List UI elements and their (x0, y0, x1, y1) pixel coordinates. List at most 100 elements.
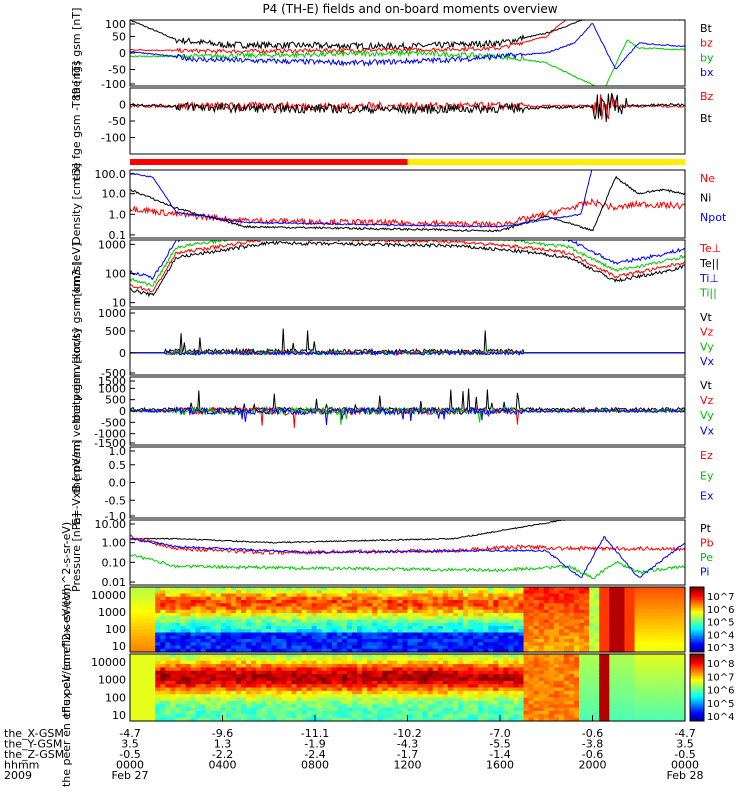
spectrogram-cell (301, 670, 308, 675)
colorbar-cell (690, 684, 704, 687)
spectrogram-cell (402, 632, 409, 637)
spectrogram-cell (508, 629, 515, 634)
spectrogram-cell (336, 619, 343, 624)
spectrogram-cell (493, 687, 499, 692)
spectrogram-cell (200, 677, 207, 682)
colorbar-cell (690, 643, 704, 646)
spectrogram-cell (679, 600, 686, 604)
spectrogram-cell (397, 600, 404, 604)
spectrogram-cell (392, 687, 399, 692)
spectrogram-cell (644, 654, 651, 658)
spectrogram-cell (538, 684, 545, 689)
spectrogram-cell (538, 667, 545, 672)
spectrogram-cell (538, 587, 545, 591)
spectrogram-cell (372, 590, 378, 595)
spectrogram-cell (235, 714, 242, 719)
spectrogram-cell (372, 674, 378, 679)
spectrogram-cell (579, 600, 585, 604)
spectrogram-cell (669, 642, 676, 647)
ytick-label: 100 (105, 18, 126, 31)
spectrogram-cell (568, 667, 575, 672)
spectrogram-cell (155, 600, 161, 604)
spectrogram-cell (170, 632, 177, 637)
spectrogram-cell (392, 657, 399, 662)
spectrogram-cell (397, 619, 404, 624)
spectrogram-cell (397, 596, 404, 601)
spectrogram-cell (256, 626, 262, 630)
spectrogram-cell (326, 710, 333, 715)
spectrogram-cell (170, 642, 177, 647)
spectrogram-cell (579, 622, 585, 627)
spectrogram-cell (185, 609, 192, 614)
spectrogram-cell (427, 670, 434, 675)
spectrogram-cell (377, 694, 383, 699)
spectrogram-cell (301, 639, 308, 643)
spectrogram-cell (357, 635, 363, 640)
spectrogram-cell (523, 654, 530, 658)
colorbar-cell (690, 689, 704, 692)
spectrogram-cell (594, 717, 600, 722)
spectrogram-cell (256, 690, 262, 695)
spectrogram-cell (513, 654, 520, 658)
spectrogram-cell (311, 648, 318, 653)
spectrogram-cell (251, 629, 257, 634)
spectrogram-cell (639, 629, 646, 634)
spectrogram-cell (210, 609, 217, 614)
spectrogram-cell (362, 590, 368, 595)
spectrogram-cell (604, 648, 610, 653)
spectrogram-cell (437, 697, 444, 702)
spectrogram-cell (473, 642, 479, 647)
spectrogram-cell (619, 677, 626, 682)
spectrogram-cell (614, 677, 621, 682)
spectrogram-cell (513, 622, 520, 627)
spectrogram-cell (422, 710, 429, 715)
spectrogram-cell (523, 622, 530, 627)
spectrogram-cell (412, 697, 419, 702)
spectrogram-cell (175, 700, 182, 705)
spectrogram-cell (513, 700, 520, 705)
spectrogram-cell (447, 670, 454, 675)
spectrogram-cell (256, 616, 262, 621)
spectrogram-cell (558, 654, 565, 658)
spectrogram-cell (538, 657, 545, 662)
time-tick-label: -4.3 (397, 738, 418, 751)
spectrogram-cell (548, 664, 555, 668)
spectrogram-cell (629, 600, 636, 604)
spectrogram-cell (296, 687, 303, 692)
spectrogram-cell (311, 596, 318, 601)
spectrogram-cell (160, 648, 166, 653)
spectrogram-cell (417, 707, 424, 712)
spectrogram-cell (165, 664, 171, 668)
spectrogram-cell (553, 694, 560, 699)
spectrogram-cell (463, 694, 469, 699)
colorbar-cell (690, 587, 704, 590)
spectrogram-cell (508, 697, 515, 702)
colorbar-cell (690, 634, 704, 637)
spectrogram-cell (478, 635, 484, 640)
spectrogram-cell (205, 710, 212, 715)
spectrogram-cell (609, 717, 615, 722)
spectrogram-cell (311, 593, 318, 598)
spectrogram-cell (498, 657, 504, 662)
spectrogram-cell (659, 700, 666, 705)
spectrogram-cell (594, 626, 600, 630)
spectrogram-cell (291, 639, 298, 643)
spectrogram-cell (493, 616, 499, 621)
spectrogram-cell (427, 717, 434, 722)
spectrogram-cell (518, 600, 525, 604)
spectrogram-cell (538, 674, 545, 679)
spectrogram-cell (160, 622, 166, 627)
spectrogram-cell (488, 593, 494, 598)
spectrogram-cell (346, 657, 353, 662)
spectrogram-cell (165, 654, 171, 658)
spectrogram-cell (574, 642, 580, 647)
spectrogram-cell (336, 590, 343, 595)
spectrogram-cell (457, 714, 464, 719)
spectrogram-cell (185, 677, 192, 682)
spectrogram-cell (301, 694, 308, 699)
spectrogram-cell (417, 642, 424, 647)
spectrogram-cell (215, 609, 222, 614)
